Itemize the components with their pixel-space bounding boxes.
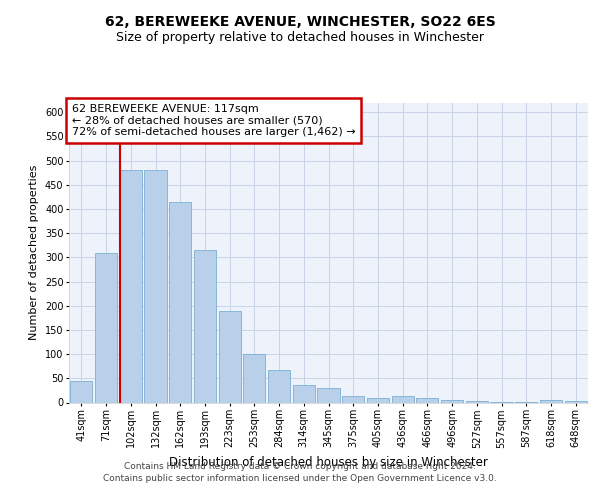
Text: Contains HM Land Registry data © Crown copyright and database right 2024.
Contai: Contains HM Land Registry data © Crown c…	[103, 462, 497, 483]
Bar	[466, 400, 488, 402]
Bar	[70, 380, 92, 402]
Text: 62 BEREWEEKE AVENUE: 117sqm
← 28% of detached houses are smaller (570)
72% of se: 62 BEREWEEKE AVENUE: 117sqm ← 28% of det…	[71, 104, 355, 137]
Bar	[119, 170, 142, 402]
Bar	[95, 252, 117, 402]
Bar	[441, 400, 463, 402]
Text: Size of property relative to detached houses in Winchester: Size of property relative to detached ho…	[116, 31, 484, 44]
Bar	[218, 310, 241, 402]
Bar	[392, 396, 414, 402]
Bar	[268, 370, 290, 402]
Text: 62, BEREWEEKE AVENUE, WINCHESTER, SO22 6ES: 62, BEREWEEKE AVENUE, WINCHESTER, SO22 6…	[104, 16, 496, 30]
X-axis label: Distribution of detached houses by size in Winchester: Distribution of detached houses by size …	[169, 456, 488, 469]
Bar	[194, 250, 216, 402]
Bar	[243, 354, 265, 403]
Bar	[169, 202, 191, 402]
Bar	[416, 398, 439, 402]
Bar	[317, 388, 340, 402]
Bar	[145, 170, 167, 402]
Bar	[540, 400, 562, 402]
Bar	[342, 396, 364, 402]
Y-axis label: Number of detached properties: Number of detached properties	[29, 165, 39, 340]
Bar	[293, 384, 315, 402]
Bar	[367, 398, 389, 402]
Bar	[565, 401, 587, 402]
